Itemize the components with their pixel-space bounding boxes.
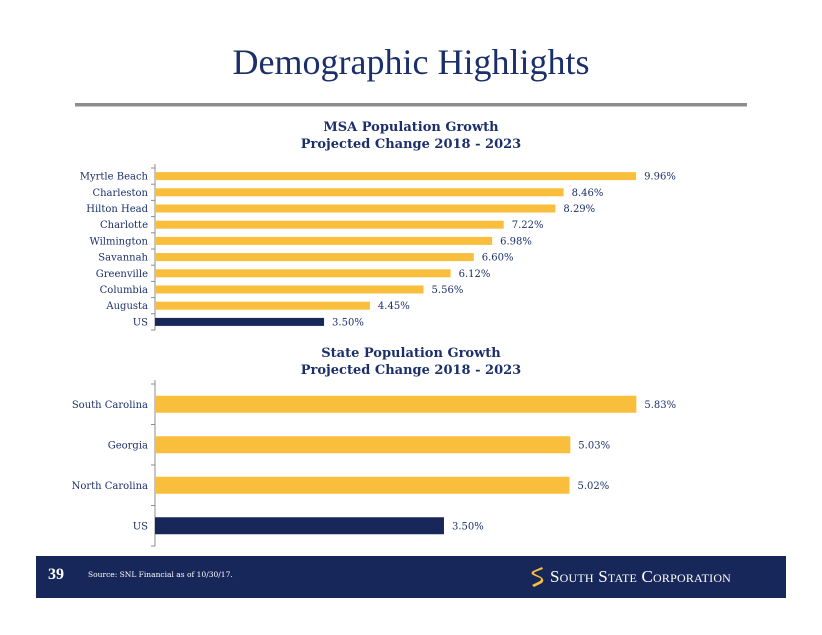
source-note: Source: SNL Financial as of 10/30/17. <box>88 570 233 579</box>
bar-south-carolina <box>155 395 637 413</box>
category-label: Columbia <box>100 285 148 296</box>
bar-georgia <box>155 436 571 454</box>
value-label: 5.83% <box>644 400 676 411</box>
category-label: South Carolina <box>72 400 148 411</box>
msa-chart-title: MSA Population Growth Projected Change 2… <box>0 119 822 153</box>
state-chart-title-line2: Projected Change 2018 - 2023 <box>300 363 522 378</box>
footer-bar: 39 Source: SNL Financial as of 10/30/17.… <box>36 556 786 598</box>
bar-columbia <box>155 285 424 294</box>
value-label: 3.50% <box>452 521 484 532</box>
value-label: 7.22% <box>512 220 544 231</box>
msa-growth-bar-chart: Myrtle Beach 9.96% Charleston 8.46% Hilton H… <box>80 164 676 331</box>
value-label: 9.96% <box>644 172 676 183</box>
category-label: Charlotte <box>100 220 148 231</box>
bar-north-carolina <box>155 476 570 494</box>
value-label: 5.02% <box>577 481 609 492</box>
category-label: Greenville <box>96 269 148 280</box>
msa-chart-title-line2: Projected Change 2018 - 2023 <box>300 137 522 152</box>
state-growth-bar-chart: South Carolina 5.83% Georgia 5.03% North Car… <box>72 380 676 547</box>
value-label: 6.12% <box>459 269 491 280</box>
bar-charleston <box>155 188 564 197</box>
value-label: 8.29% <box>563 204 595 215</box>
category-label: Hilton Head <box>86 204 148 215</box>
value-label: 5.03% <box>578 440 610 451</box>
category-label: Georgia <box>108 440 148 451</box>
category-label: Myrtle Beach <box>80 172 149 183</box>
msa-chart-title-line1: MSA Population Growth <box>323 120 499 135</box>
category-label: US <box>133 521 148 532</box>
category-label: Wilmington <box>89 236 148 247</box>
state-chart-title: State Population Growth Projected Change… <box>0 345 822 379</box>
page-title: Demographic Highlights <box>232 42 590 82</box>
page-number: 39 <box>48 566 64 583</box>
bar-wilmington <box>155 236 493 245</box>
bar-augusta <box>155 301 370 310</box>
s-ribbon-logo-icon <box>531 567 544 587</box>
category-label: North Carolina <box>72 481 148 492</box>
value-label: 3.50% <box>332 317 364 328</box>
bar-greenville <box>155 269 451 278</box>
category-label: Charleston <box>92 188 148 199</box>
bar-charlotte <box>155 220 504 229</box>
bar-savannah <box>155 253 474 262</box>
bar-us <box>155 317 325 326</box>
value-label: 5.56% <box>432 285 464 296</box>
category-label: Savannah <box>98 253 148 264</box>
bar-us <box>155 517 444 535</box>
category-label: Augusta <box>105 301 148 312</box>
brand-name: South State Corporation <box>550 567 732 586</box>
value-label: 4.45% <box>378 301 410 312</box>
bar-hilton-head <box>155 204 556 213</box>
bar-myrtle-beach <box>155 172 637 181</box>
value-label: 6.98% <box>500 236 532 247</box>
category-label: US <box>133 317 148 328</box>
value-label: 8.46% <box>572 188 604 199</box>
value-label: 6.60% <box>482 253 514 264</box>
title-divider <box>75 103 747 107</box>
state-chart-title-line1: State Population Growth <box>321 346 501 361</box>
